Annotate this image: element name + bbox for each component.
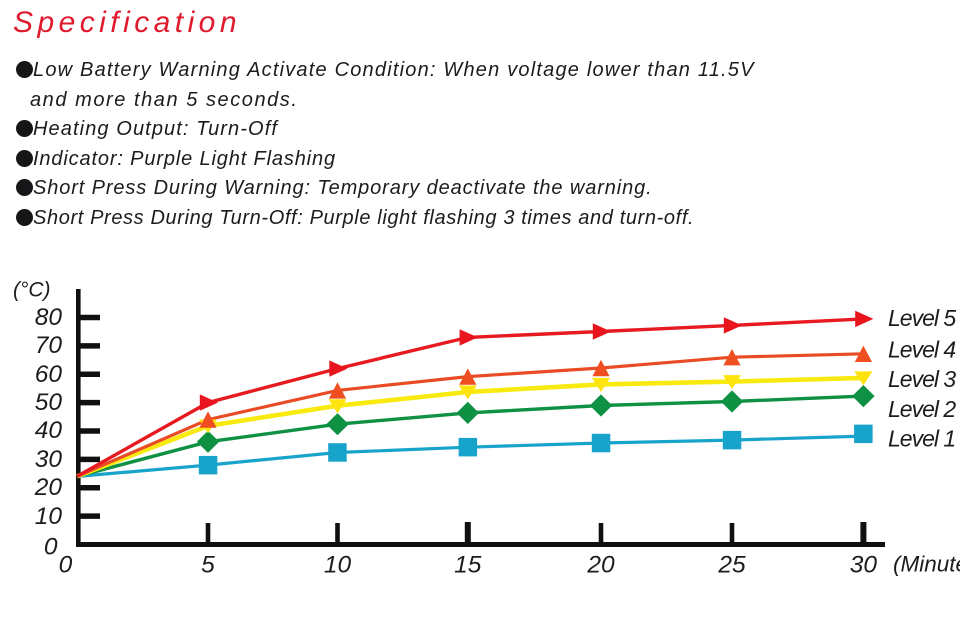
svg-text:Level 4: Level 4 (888, 337, 955, 363)
svg-text:30: 30 (35, 446, 63, 473)
svg-text:Level 5: Level 5 (888, 305, 956, 331)
svg-text:10: 10 (35, 503, 63, 530)
svg-text:80: 80 (35, 304, 63, 331)
svg-text:50: 50 (35, 389, 63, 416)
svg-text:20: 20 (34, 474, 63, 501)
svg-text:20: 20 (586, 552, 615, 579)
svg-text:(Minutes): (Minutes) (893, 552, 960, 577)
svg-text:25: 25 (717, 552, 746, 579)
svg-text:(°C): (°C) (13, 279, 51, 302)
svg-text:Level 3: Level 3 (888, 366, 956, 392)
svg-text:Level 1: Level 1 (888, 426, 955, 452)
svg-text:0: 0 (44, 534, 58, 561)
svg-text:30: 30 (850, 552, 878, 579)
svg-text:Level 2: Level 2 (888, 396, 956, 422)
svg-text:0: 0 (59, 552, 73, 579)
svg-text:40: 40 (35, 417, 63, 444)
svg-text:10: 10 (324, 552, 352, 579)
svg-text:70: 70 (35, 332, 63, 359)
svg-text:15: 15 (454, 552, 482, 579)
svg-text:5: 5 (201, 552, 215, 579)
svg-text:60: 60 (35, 361, 63, 388)
